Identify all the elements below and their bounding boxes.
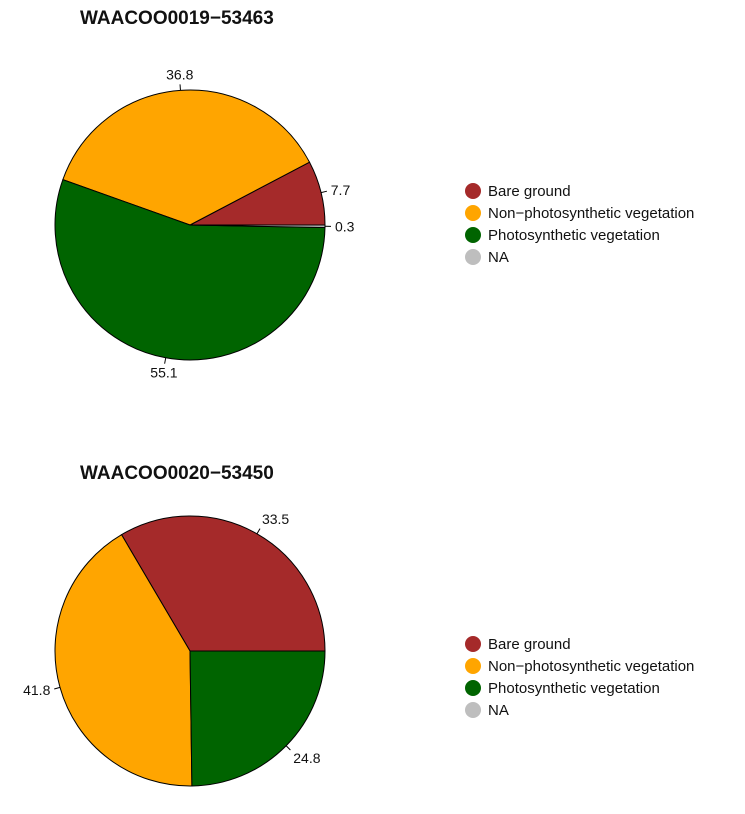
legend-item-bare-ground: Bare ground — [465, 180, 694, 202]
legend-label: Non−photosynthetic vegetation — [488, 657, 695, 675]
pie-slice-non-photosynthetic-vegetation — [62, 89, 311, 226]
pie-chart-1: 7.7 36.8 55.1 0.3 — [54, 66, 355, 381]
legend-item-na: NA — [465, 699, 694, 721]
legend-item-na: NA — [465, 246, 694, 268]
legend-swatch — [465, 249, 481, 265]
chart-title: WAACOO0019−53463 — [80, 8, 274, 29]
pie-data-labels: 7.7 36.8 55.1 0.3 — [150, 66, 354, 380]
legend-swatch — [465, 680, 481, 696]
legend-item-photosynthetic-vegetation: Photosynthetic vegetation — [465, 224, 694, 246]
pie-slice-photosynthetic-vegetation — [54, 178, 326, 361]
legend-swatch — [465, 636, 481, 652]
label-tick-bare-ground — [256, 528, 261, 535]
legend-label: Photosynthetic vegetation — [488, 226, 660, 244]
legend-item-photosynthetic-vegetation: Photosynthetic vegetation — [465, 677, 694, 699]
pie-chart-panel-2: WAACOO0020−53450 33.5 41.8 24.8 Bare groun… — [0, 407, 745, 814]
legend-item-non-photosynthetic-vegetation: Non−photosynthetic vegetation — [465, 655, 694, 677]
data-label-non-photosynthetic-vegetation: 41.8 — [23, 682, 50, 698]
pie-slice-non-photosynthetic-vegetation — [54, 533, 193, 787]
legend-label: NA — [488, 248, 509, 266]
data-label-photosynthetic-vegetation: 55.1 — [150, 365, 177, 381]
legend-item-non-photosynthetic-vegetation: Non−photosynthetic vegetation — [465, 202, 694, 224]
legend-swatch — [465, 205, 481, 221]
pie-chart-panel-1: WAACOO0019−53463 7.7 36.8 55.1 0.3 Bare gro… — [54, 8, 694, 381]
legend-swatch — [465, 658, 481, 674]
legend-label: Bare ground — [488, 635, 571, 653]
data-label-bare-ground: 33.5 — [262, 511, 289, 527]
pie-chart-2: 33.5 41.8 24.8 — [23, 511, 326, 787]
data-label-photosynthetic-vegetation: 24.8 — [293, 750, 320, 766]
label-tick-bare-ground — [320, 190, 328, 194]
legend-label: Photosynthetic vegetation — [488, 679, 660, 697]
data-label-non-photosynthetic-vegetation: 36.8 — [166, 66, 193, 82]
pie-slices — [54, 515, 326, 787]
label-tick-non-photosynthetic-vegetation — [54, 686, 61, 690]
legend-swatch — [465, 183, 481, 199]
legend-label: NA — [488, 701, 509, 719]
pie-slices — [54, 89, 326, 361]
data-label-na: 0.3 — [335, 218, 355, 234]
chart-title: WAACOO0020−53450 — [80, 463, 274, 484]
label-tick-photosynthetic-vegetation — [164, 357, 167, 364]
legend-label: Bare ground — [488, 182, 571, 200]
legend: Bare ground Non−photosynthetic vegetatio… — [465, 180, 694, 268]
label-tick-photosynthetic-vegetation — [285, 745, 291, 751]
data-label-bare-ground: 7.7 — [331, 182, 351, 198]
legend-swatch — [465, 702, 481, 718]
legend: Bare ground Non−photosynthetic vegetatio… — [465, 633, 694, 721]
pie-data-labels: 33.5 41.8 24.8 — [23, 511, 321, 766]
legend-label: Non−photosynthetic vegetation — [488, 204, 695, 222]
legend-swatch — [465, 227, 481, 243]
legend-item-bare-ground: Bare ground — [465, 633, 694, 655]
